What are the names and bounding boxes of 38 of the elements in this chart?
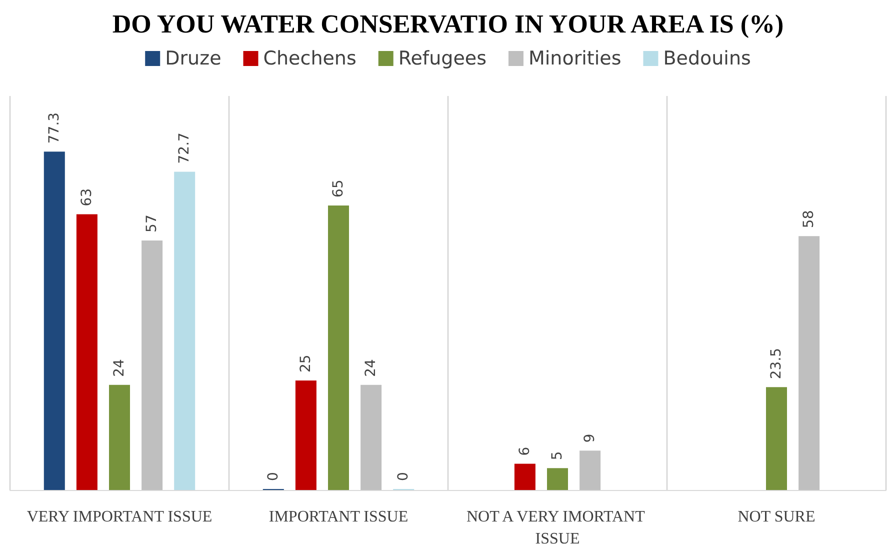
data-label: 24 (112, 359, 128, 377)
data-label: 5 (550, 451, 566, 460)
legend-label: Chechens (263, 48, 356, 70)
data-label: 24 (363, 359, 380, 377)
data-label: 57 (144, 214, 160, 232)
bar (142, 240, 163, 490)
bar (766, 387, 787, 490)
bar (76, 214, 98, 490)
x-tick-label: IMPORTANT ISSUE (268, 508, 408, 526)
bar (295, 380, 316, 490)
data-label: 63 (78, 188, 95, 206)
legend-label: Minorities (528, 48, 622, 70)
bar (514, 464, 536, 490)
data-label: 9 (582, 434, 598, 443)
legend-label: Bedouins (663, 48, 751, 70)
bar (547, 468, 568, 490)
x-tick-label: NOT A VERY IMORTANT ISSUE (466, 508, 649, 548)
bar (328, 205, 349, 490)
data-label: 77.3 (46, 112, 62, 144)
bar (580, 450, 601, 490)
data-label: 72.7 (176, 132, 193, 164)
x-tick-label: NOT SURE (738, 508, 816, 526)
chart-title: DO YOU WATER CONSERVATIO IN YOUR AREA IS (%) (112, 10, 784, 38)
data-label: 58 (801, 210, 818, 228)
data-label: 23.5 (768, 348, 784, 380)
bar (798, 236, 820, 490)
bar (109, 384, 130, 490)
bar (44, 152, 65, 490)
legend-label: Druze (165, 48, 222, 70)
bar (360, 384, 382, 490)
x-tick-label: VERY IMPORTANT ISSUE (26, 508, 212, 526)
bar (174, 172, 196, 490)
data-label: 6 (516, 446, 533, 456)
data-label: 65 (330, 180, 346, 198)
data-label: 0 (265, 472, 282, 481)
legend-label: Refugees (398, 48, 486, 70)
data-label: 25 (298, 354, 314, 373)
data-label: 0 (396, 472, 412, 481)
